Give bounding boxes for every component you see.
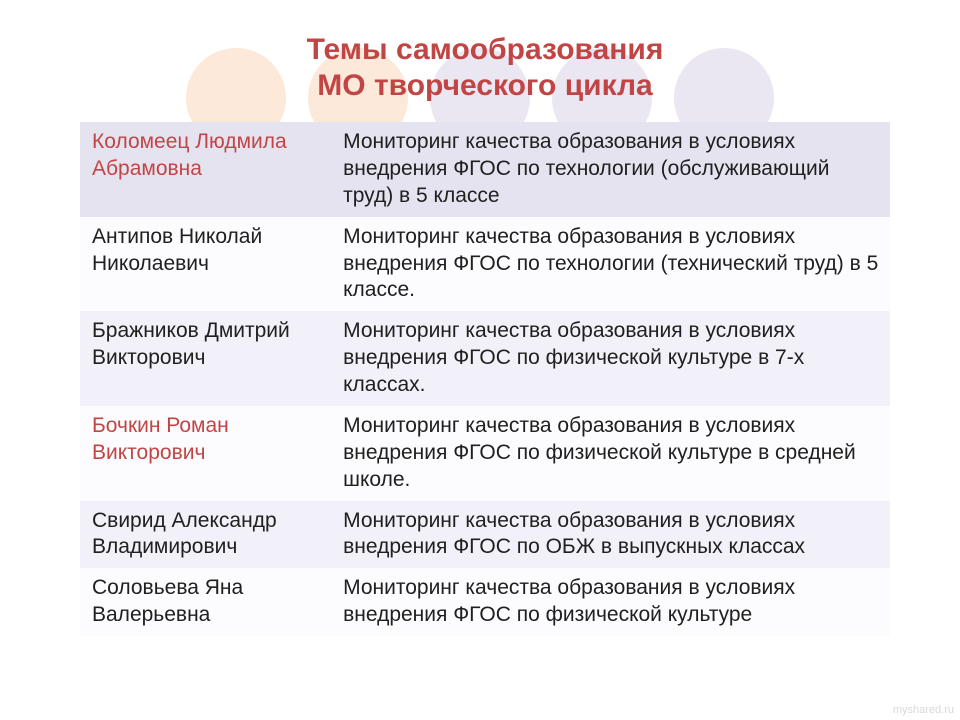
teacher-topic: Мониторинг качества образования в услови… <box>331 568 890 636</box>
title-line-2: МО творческого цикла <box>317 69 652 102</box>
teachers-table-body: Коломеец Людмила АбрамовнаМониторинг кач… <box>80 122 890 636</box>
table-row: Соловьева Яна ВалерьевнаМониторинг качес… <box>80 568 890 636</box>
teacher-name: Свирид Александр Владимирович <box>80 501 331 569</box>
table-row: Коломеец Людмила АбрамовнаМониторинг кач… <box>80 122 890 217</box>
teacher-name: Антипов Николай Николаевич <box>80 217 331 312</box>
teacher-topic: Мониторинг качества образования в услови… <box>331 406 890 501</box>
teacher-topic: Мониторинг качества образования в услови… <box>331 311 890 406</box>
teacher-topic: Мониторинг качества образования в услови… <box>331 122 890 217</box>
slide: Темы самообразования МО творческого цикл… <box>0 0 960 636</box>
table-row: Бочкин Роман ВикторовичМониторинг качест… <box>80 406 890 501</box>
table-row: Антипов Николай НиколаевичМониторинг кач… <box>80 217 890 312</box>
teacher-name: Коломеец Людмила Абрамовна <box>80 122 331 217</box>
teacher-topic: Мониторинг качества образования в услови… <box>331 217 890 312</box>
slide-title: Темы самообразования МО творческого цикл… <box>80 32 890 104</box>
teacher-name: Бражников Дмитрий Викторович <box>80 311 331 406</box>
watermark: myshared.ru <box>893 704 954 716</box>
title-line-1: Темы самообразования <box>307 33 664 66</box>
teacher-name: Соловьева Яна Валерьевна <box>80 568 331 636</box>
table-row: Бражников Дмитрий ВикторовичМониторинг к… <box>80 311 890 406</box>
teachers-table: Коломеец Людмила АбрамовнаМониторинг кач… <box>80 122 890 636</box>
teacher-topic: Мониторинг качества образования в услови… <box>331 501 890 569</box>
table-row: Свирид Александр ВладимировичМониторинг … <box>80 501 890 569</box>
teacher-name: Бочкин Роман Викторович <box>80 406 331 501</box>
